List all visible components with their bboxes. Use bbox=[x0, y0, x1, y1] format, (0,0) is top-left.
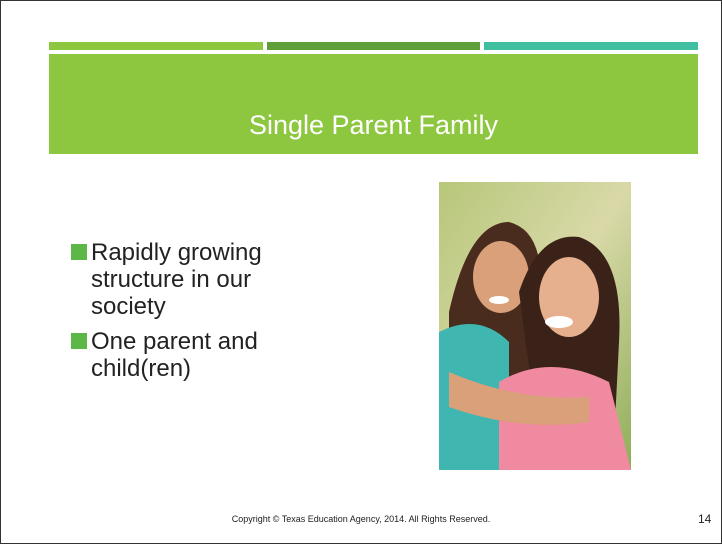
page-number: 14 bbox=[698, 512, 711, 526]
title-band: Single Parent Family bbox=[49, 54, 698, 154]
bullet-list: Rapidly growing structure in our society… bbox=[71, 239, 321, 390]
accent-bar bbox=[484, 42, 698, 50]
accent-bar bbox=[49, 42, 263, 50]
bullet: Rapidly growing structure in our society bbox=[71, 239, 311, 320]
bullet: One parent and child(ren) bbox=[71, 328, 311, 382]
slide: Single Parent Family Rapidly growing str… bbox=[0, 0, 722, 544]
page: Single Parent Family Rapidly growing str… bbox=[0, 0, 722, 544]
copyright: Copyright © Texas Education Agency, 2014… bbox=[1, 514, 721, 524]
slide-title: Single Parent Family bbox=[49, 110, 698, 141]
accent-bar bbox=[267, 42, 480, 50]
photo bbox=[439, 182, 631, 470]
